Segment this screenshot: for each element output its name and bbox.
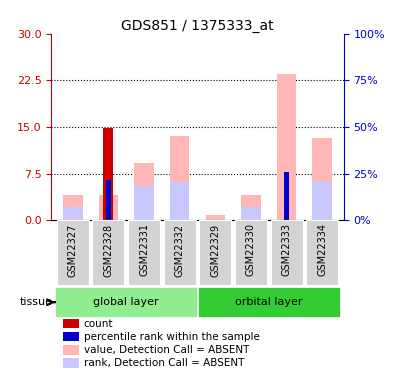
FancyBboxPatch shape <box>306 220 338 285</box>
Bar <box>205 215 225 220</box>
Bar <box>105 180 111 220</box>
Text: count: count <box>83 319 113 329</box>
Bar <box>312 138 332 220</box>
FancyBboxPatch shape <box>199 220 231 285</box>
Bar <box>198 287 340 317</box>
FancyBboxPatch shape <box>271 220 303 285</box>
FancyBboxPatch shape <box>235 220 267 285</box>
Bar <box>63 358 79 368</box>
Bar <box>312 182 332 220</box>
FancyBboxPatch shape <box>92 220 124 285</box>
Bar <box>241 195 261 220</box>
Bar <box>63 319 79 328</box>
Text: GSM22330: GSM22330 <box>246 224 256 276</box>
Bar <box>55 287 198 317</box>
Bar <box>63 345 79 354</box>
Bar <box>63 195 83 220</box>
Text: GSM22328: GSM22328 <box>103 224 113 277</box>
Bar <box>63 332 79 342</box>
Text: GSM22327: GSM22327 <box>68 224 78 277</box>
Bar <box>103 128 113 220</box>
FancyBboxPatch shape <box>164 220 196 285</box>
FancyBboxPatch shape <box>128 220 160 285</box>
Text: rank, Detection Call = ABSENT: rank, Detection Call = ABSENT <box>83 358 244 368</box>
Bar <box>170 136 190 220</box>
Bar <box>170 182 190 220</box>
Title: GDS851 / 1375333_at: GDS851 / 1375333_at <box>121 19 274 33</box>
Bar <box>134 163 154 220</box>
Bar <box>277 74 296 220</box>
Text: GSM22331: GSM22331 <box>139 224 149 276</box>
FancyBboxPatch shape <box>57 220 89 285</box>
Bar <box>284 172 290 220</box>
Text: value, Detection Call = ABSENT: value, Detection Call = ABSENT <box>83 345 249 355</box>
Text: orbital layer: orbital layer <box>235 297 303 307</box>
Text: GSM22333: GSM22333 <box>282 224 292 276</box>
Bar <box>241 207 261 220</box>
Bar <box>99 195 118 220</box>
Text: tissue: tissue <box>20 297 53 307</box>
Text: global layer: global layer <box>93 297 159 307</box>
Text: percentile rank within the sample: percentile rank within the sample <box>83 332 260 342</box>
Text: GSM22329: GSM22329 <box>210 224 220 277</box>
Text: GSM22334: GSM22334 <box>317 224 327 276</box>
Bar <box>134 186 154 220</box>
Text: GSM22332: GSM22332 <box>175 224 185 277</box>
Bar <box>63 207 83 220</box>
